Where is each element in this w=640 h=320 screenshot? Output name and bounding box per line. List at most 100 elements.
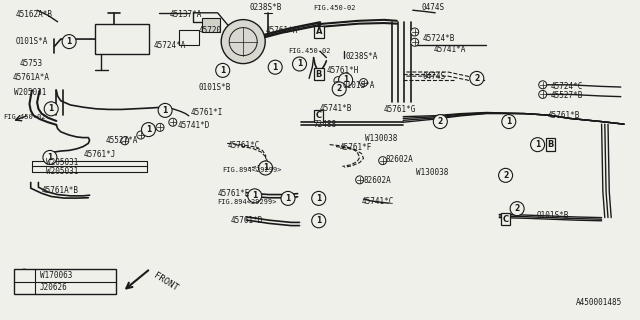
Text: A450001485: A450001485 bbox=[576, 298, 622, 307]
Circle shape bbox=[284, 194, 292, 203]
Circle shape bbox=[499, 168, 513, 182]
Circle shape bbox=[216, 63, 230, 77]
Circle shape bbox=[62, 35, 76, 49]
Bar bbox=[202, 18, 220, 32]
Text: 1: 1 bbox=[343, 76, 348, 84]
Circle shape bbox=[502, 115, 516, 129]
Text: W130038: W130038 bbox=[416, 168, 449, 177]
Text: 0238S*B: 0238S*B bbox=[250, 4, 282, 12]
Circle shape bbox=[433, 115, 447, 129]
Text: 45753: 45753 bbox=[19, 60, 42, 68]
Text: C: C bbox=[316, 111, 322, 120]
Circle shape bbox=[339, 73, 353, 87]
Text: 1: 1 bbox=[273, 63, 278, 72]
Circle shape bbox=[411, 38, 419, 46]
Circle shape bbox=[145, 126, 152, 134]
Text: 45761*H: 45761*H bbox=[326, 66, 359, 75]
Text: 45741*A: 45741*A bbox=[434, 45, 467, 54]
Circle shape bbox=[379, 156, 387, 164]
Bar bbox=[14, 269, 116, 294]
Circle shape bbox=[121, 137, 129, 145]
Circle shape bbox=[411, 28, 419, 36]
Text: 45761*G: 45761*G bbox=[384, 105, 417, 114]
Text: 45761A*A: 45761A*A bbox=[13, 73, 50, 82]
Text: 1: 1 bbox=[49, 104, 54, 113]
Circle shape bbox=[356, 176, 364, 184]
Circle shape bbox=[312, 214, 326, 228]
Circle shape bbox=[539, 90, 547, 99]
Text: 45761*F: 45761*F bbox=[339, 143, 372, 152]
Text: 45162A*B: 45162A*B bbox=[16, 10, 53, 19]
Text: 1: 1 bbox=[252, 191, 257, 200]
Text: 2: 2 bbox=[474, 74, 479, 83]
Circle shape bbox=[281, 191, 295, 205]
Circle shape bbox=[470, 71, 484, 85]
Bar bbox=[179, 30, 199, 45]
Circle shape bbox=[505, 117, 513, 125]
Text: 45761*J: 45761*J bbox=[83, 150, 116, 159]
Circle shape bbox=[219, 66, 227, 74]
Circle shape bbox=[65, 38, 73, 46]
Text: 2: 2 bbox=[22, 285, 27, 291]
Text: 0101S*B: 0101S*B bbox=[198, 83, 231, 92]
Text: 0101S*A: 0101S*A bbox=[342, 81, 375, 90]
Circle shape bbox=[332, 82, 346, 96]
Text: 1: 1 bbox=[47, 153, 52, 162]
Circle shape bbox=[43, 150, 57, 164]
Text: 0474S: 0474S bbox=[421, 4, 444, 12]
Text: B: B bbox=[316, 70, 322, 79]
Text: W205031: W205031 bbox=[14, 88, 47, 97]
Text: 2: 2 bbox=[337, 84, 342, 93]
Circle shape bbox=[314, 218, 321, 225]
Circle shape bbox=[312, 191, 326, 205]
Circle shape bbox=[296, 60, 303, 68]
Text: 45761*A: 45761*A bbox=[266, 26, 298, 35]
Text: C: C bbox=[502, 215, 509, 224]
Text: 1: 1 bbox=[22, 272, 27, 278]
Circle shape bbox=[334, 76, 342, 84]
Text: 45761*D: 45761*D bbox=[230, 216, 263, 225]
Text: 1: 1 bbox=[146, 125, 151, 134]
Circle shape bbox=[292, 57, 307, 71]
Circle shape bbox=[539, 81, 547, 89]
Text: 45527*A: 45527*A bbox=[106, 136, 138, 145]
Text: 2: 2 bbox=[503, 171, 508, 180]
Circle shape bbox=[436, 118, 444, 126]
Text: 45527*B: 45527*B bbox=[550, 92, 583, 100]
Text: 45761*C: 45761*C bbox=[227, 141, 260, 150]
Circle shape bbox=[44, 102, 58, 116]
Circle shape bbox=[141, 123, 156, 137]
Circle shape bbox=[251, 192, 259, 200]
Circle shape bbox=[163, 107, 170, 115]
Circle shape bbox=[259, 161, 273, 175]
Circle shape bbox=[137, 131, 145, 139]
Text: FIG.450-02: FIG.450-02 bbox=[3, 114, 45, 120]
Text: J20626: J20626 bbox=[70, 281, 98, 290]
Circle shape bbox=[315, 195, 323, 203]
Circle shape bbox=[169, 118, 177, 126]
Circle shape bbox=[47, 105, 55, 113]
Circle shape bbox=[19, 282, 30, 294]
Circle shape bbox=[473, 76, 481, 83]
Circle shape bbox=[221, 20, 265, 64]
Text: W170063: W170063 bbox=[70, 269, 103, 278]
Text: 1: 1 bbox=[316, 216, 321, 225]
Text: 1: 1 bbox=[316, 194, 321, 203]
Text: 1: 1 bbox=[535, 140, 540, 149]
Text: 45741*D: 45741*D bbox=[178, 121, 211, 130]
Text: A: A bbox=[316, 28, 322, 36]
Circle shape bbox=[360, 78, 367, 86]
Text: 1: 1 bbox=[506, 117, 511, 126]
Text: W205031: W205031 bbox=[46, 167, 79, 176]
Text: FIG.894<29299>: FIG.894<29299> bbox=[223, 167, 282, 173]
Text: W130038: W130038 bbox=[365, 134, 397, 143]
Text: 45137*A: 45137*A bbox=[170, 10, 202, 19]
Text: 45741*B: 45741*B bbox=[320, 104, 353, 113]
Text: B: B bbox=[547, 140, 554, 149]
Text: 45724*B: 45724*B bbox=[422, 34, 455, 43]
Text: 2: 2 bbox=[438, 117, 443, 126]
Circle shape bbox=[510, 202, 524, 216]
Text: 45761*B: 45761*B bbox=[547, 111, 580, 120]
Text: J20626: J20626 bbox=[40, 284, 67, 292]
Circle shape bbox=[248, 189, 262, 203]
